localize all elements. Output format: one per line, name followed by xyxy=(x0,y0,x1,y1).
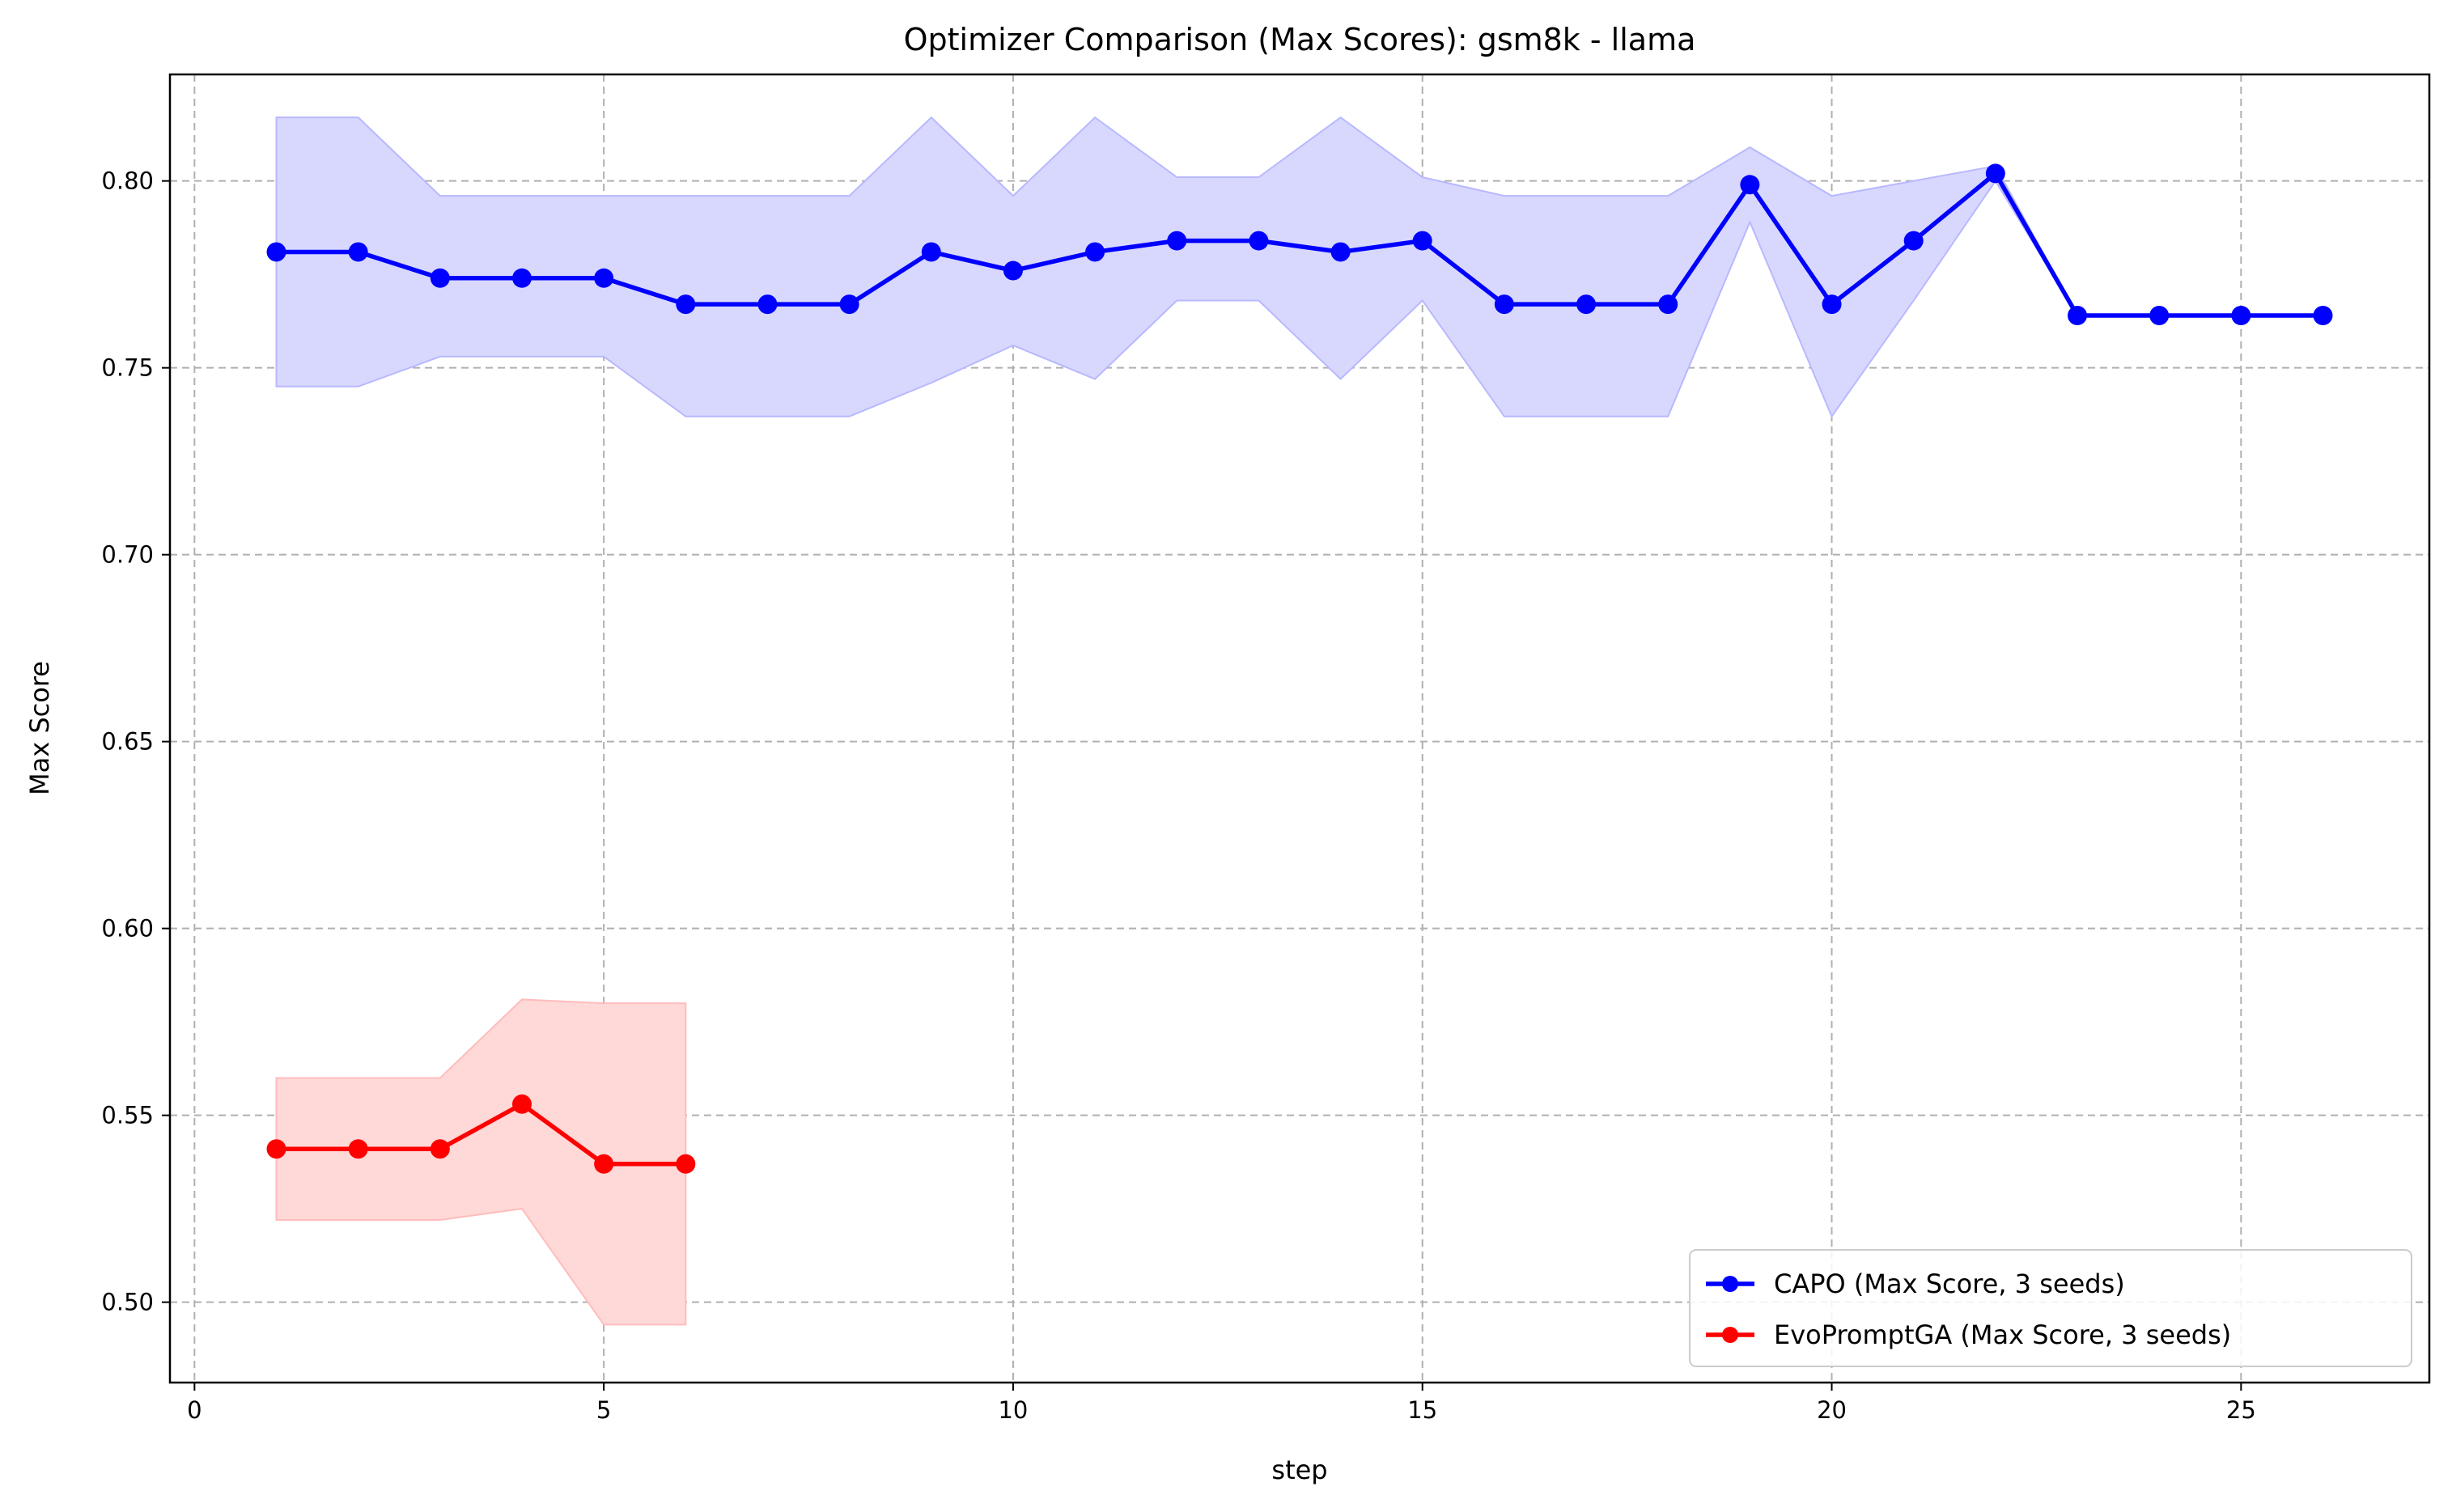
series-line-evopromptga xyxy=(276,1102,686,1167)
data-point-capo-24 xyxy=(2149,305,2170,325)
confidence-band-evopromptga xyxy=(275,998,687,1326)
series-points xyxy=(266,163,2333,1174)
data-point-capo-17 xyxy=(1576,294,1597,315)
data-point-capo-11 xyxy=(1085,242,1105,262)
legend-marker-capo xyxy=(1722,1276,1738,1292)
data-point-evopromptga-1 xyxy=(266,1139,286,1159)
y-tick-label-3: 0.65 xyxy=(101,728,154,756)
legend-entry-evopromptga: EvoPromptGA (Max Score, 3 seeds) xyxy=(1706,1319,2231,1350)
data-point-capo-12 xyxy=(1167,231,1187,251)
data-point-evopromptga-6 xyxy=(676,1154,696,1174)
x-tick-label-1: 5 xyxy=(596,1396,611,1424)
data-point-capo-8 xyxy=(839,294,859,315)
x-tick-label-5: 25 xyxy=(2226,1396,2256,1424)
x-axis-label: step xyxy=(1271,1455,1327,1485)
data-point-capo-23 xyxy=(2068,305,2088,325)
legend-frame xyxy=(1689,1249,2412,1367)
data-point-capo-15 xyxy=(1412,231,1432,251)
data-point-capo-6 xyxy=(676,294,696,315)
data-point-capo-7 xyxy=(757,294,778,315)
data-point-capo-25 xyxy=(2231,305,2251,325)
data-point-capo-10 xyxy=(1003,260,1023,281)
data-point-evopromptga-5 xyxy=(594,1154,614,1174)
data-point-evopromptga-4 xyxy=(511,1094,532,1114)
series-line-capo xyxy=(276,171,2323,318)
data-point-evopromptga-3 xyxy=(430,1139,450,1159)
data-point-capo-16 xyxy=(1494,294,1514,315)
x-tick-label-4: 20 xyxy=(1817,1396,1847,1424)
data-point-capo-22 xyxy=(1985,163,2005,184)
y-tick-label-5: 0.75 xyxy=(101,354,154,382)
x-axis-ticks: 0 5 10 15 20 25 xyxy=(187,1383,2256,1424)
data-point-capo-18 xyxy=(1658,294,1678,315)
plot-area-frame xyxy=(168,73,2431,1384)
legend-entry-capo: CAPO (Max Score, 3 seeds) xyxy=(1706,1268,2125,1299)
y-axis-ticks: 0.50 0.55 0.60 0.65 0.70 0.75 0.80 xyxy=(101,167,170,1316)
data-point-capo-14 xyxy=(1330,242,1351,262)
data-point-capo-26 xyxy=(2313,305,2333,325)
y-tick-label-0: 0.50 xyxy=(101,1289,154,1316)
data-point-capo-20 xyxy=(1822,294,1842,315)
data-point-capo-5 xyxy=(594,268,614,288)
legend-marker-evopromptga xyxy=(1722,1327,1738,1343)
data-point-capo-4 xyxy=(511,268,532,288)
y-tick-label-4: 0.70 xyxy=(101,541,154,569)
legend-label-evopromptga: EvoPromptGA (Max Score, 3 seeds) xyxy=(1774,1319,2231,1350)
legend-label-capo: CAPO (Max Score, 3 seeds) xyxy=(1774,1268,2125,1299)
series-lines xyxy=(276,171,2323,1167)
y-tick-label-2: 0.60 xyxy=(101,915,154,942)
legend: CAPO (Max Score, 3 seeds) EvoPromptGA (M… xyxy=(1689,1249,2412,1367)
data-point-capo-13 xyxy=(1249,231,1269,251)
x-tick-label-2: 10 xyxy=(998,1396,1028,1424)
y-tick-label-1: 0.55 xyxy=(101,1102,154,1129)
data-point-capo-9 xyxy=(921,242,941,262)
data-point-evopromptga-2 xyxy=(348,1139,368,1159)
chart-title: Optimizer Comparison (Max Scores): gsm8k… xyxy=(904,22,1696,57)
data-point-capo-2 xyxy=(348,242,368,262)
data-point-capo-21 xyxy=(1903,231,1924,251)
x-tick-label-0: 0 xyxy=(187,1396,202,1424)
x-tick-label-3: 15 xyxy=(1407,1396,1437,1424)
data-point-capo-3 xyxy=(430,268,450,288)
y-axis-label: Max Score xyxy=(24,661,55,795)
data-point-capo-1 xyxy=(266,242,286,262)
confidence-bands xyxy=(275,116,2323,1326)
data-point-capo-19 xyxy=(1740,175,1760,195)
y-tick-label-6: 0.80 xyxy=(101,167,154,195)
